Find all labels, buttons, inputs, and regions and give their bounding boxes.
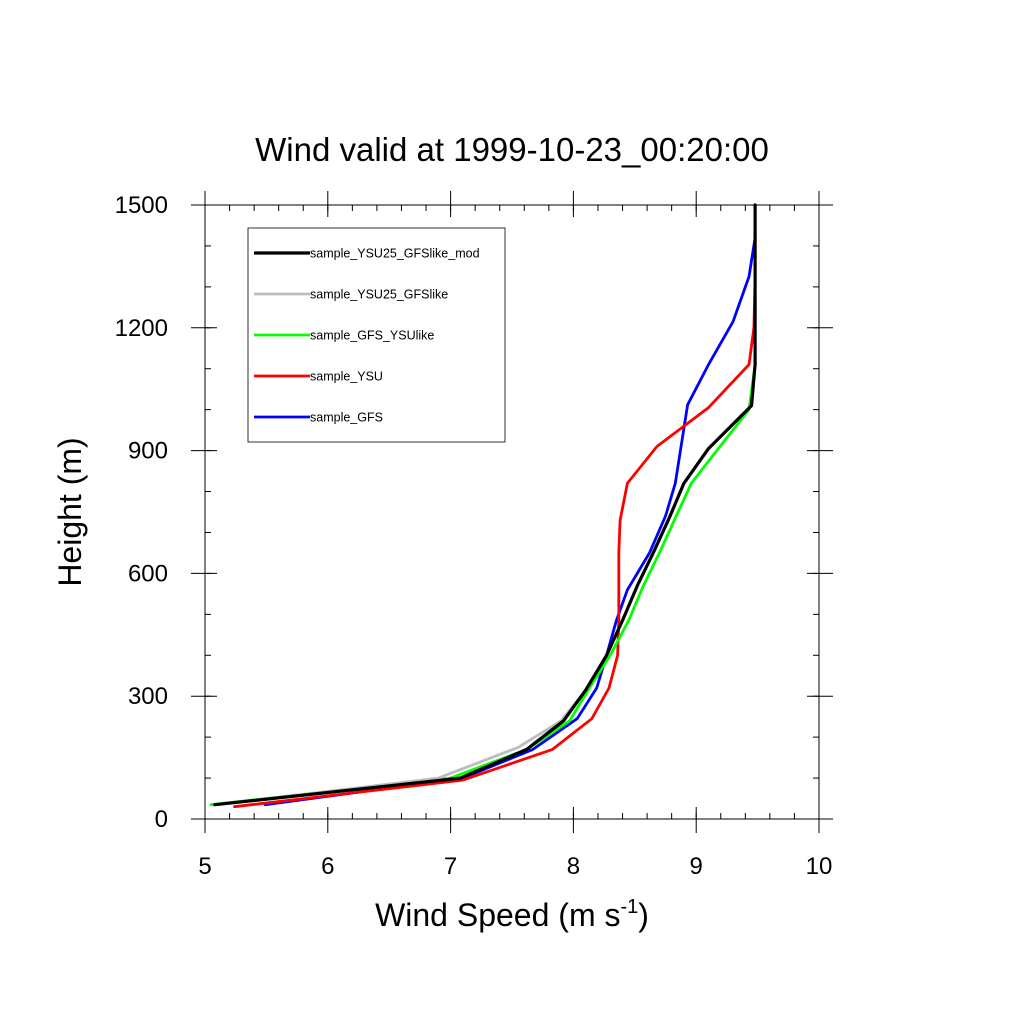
series-line-sample_YSU25_GFSlike_mod [213,203,757,807]
plot-border [204,204,820,820]
legend-label-sample_GFS_YSUlike: sample_GFS_YSUlike [310,329,434,343]
legend-label-sample_YSU25_GFSlike: sample_YSU25_GFSlike [310,288,448,302]
legend-label-sample_YSU: sample_YSU [310,370,383,384]
y-tick-label: 0 [155,806,168,833]
x-axis-label-main: Wind Speed (m s [375,897,620,933]
x-tick-label: 10 [806,853,833,880]
series-line-sample_YSU [233,203,757,809]
legend-label-sample_YSU25_GFSlike_mod: sample_YSU25_GFSlike_mod [310,247,480,261]
series-line-sample_GFS [263,203,757,807]
x-tick-label: 8 [567,853,580,880]
y-axis-ticks: 0 300 600 900 1200 1500 [115,192,833,833]
y-tick-label: 1200 [115,315,168,342]
legend-label-sample_GFS: sample_GFS [310,411,383,425]
x-tick-label: 5 [198,853,211,880]
x-axis-label-superscript: -1 [620,896,638,918]
y-tick-label: 900 [128,438,168,465]
plot-frame [204,204,820,820]
chart-title: Wind valid at 1999-10-23_00:20:00 [255,131,769,168]
x-tick-label: 7 [444,853,457,880]
x-tick-label: 6 [321,853,334,880]
y-tick-label: 300 [128,683,168,710]
x-axis-label: Wind Speed (m s-1) [375,896,649,933]
x-tick-label: 9 [690,853,703,880]
y-axis-label: Height (m) [52,437,88,586]
y-tick-label: 600 [128,560,168,587]
x-axis-ticks: 5 6 7 8 9 10 [198,191,832,880]
y-tick-label: 1500 [115,192,168,219]
x-axis-label-suffix: ) [638,897,649,933]
legend: sample_YSU25_GFSlike_mod sample_YSU25_GFS… [247,227,506,443]
series-lines [209,203,757,809]
